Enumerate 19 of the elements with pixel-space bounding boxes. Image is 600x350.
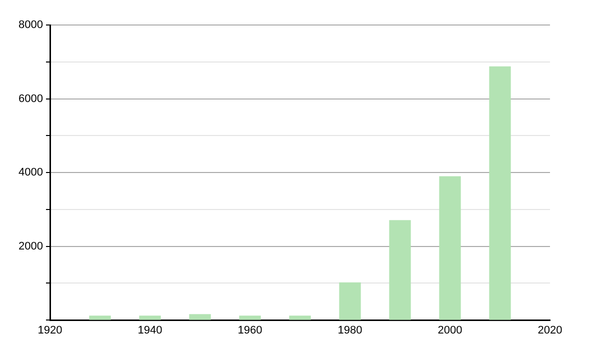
bar xyxy=(189,314,211,320)
bar xyxy=(89,316,111,320)
bar xyxy=(389,220,411,320)
x-tick-label: 1980 xyxy=(338,324,362,337)
y-tick-label: 6000 xyxy=(18,92,43,105)
bar xyxy=(139,316,161,320)
bar xyxy=(439,176,461,320)
y-tick-label: 8000 xyxy=(18,19,43,32)
y-tick-label: 2000 xyxy=(18,240,43,252)
x-tick-label: 2000 xyxy=(438,324,462,337)
bar xyxy=(239,316,261,320)
bar xyxy=(339,282,361,320)
x-tick-label: 1960 xyxy=(238,324,262,337)
x-tick-label: 1920 xyxy=(38,324,62,337)
x-tick-label: 1940 xyxy=(138,324,162,337)
bar xyxy=(489,66,511,320)
y-tick-label: 4000 xyxy=(18,166,43,179)
bar xyxy=(289,316,311,320)
x-tick-label: 2020 xyxy=(538,324,562,337)
